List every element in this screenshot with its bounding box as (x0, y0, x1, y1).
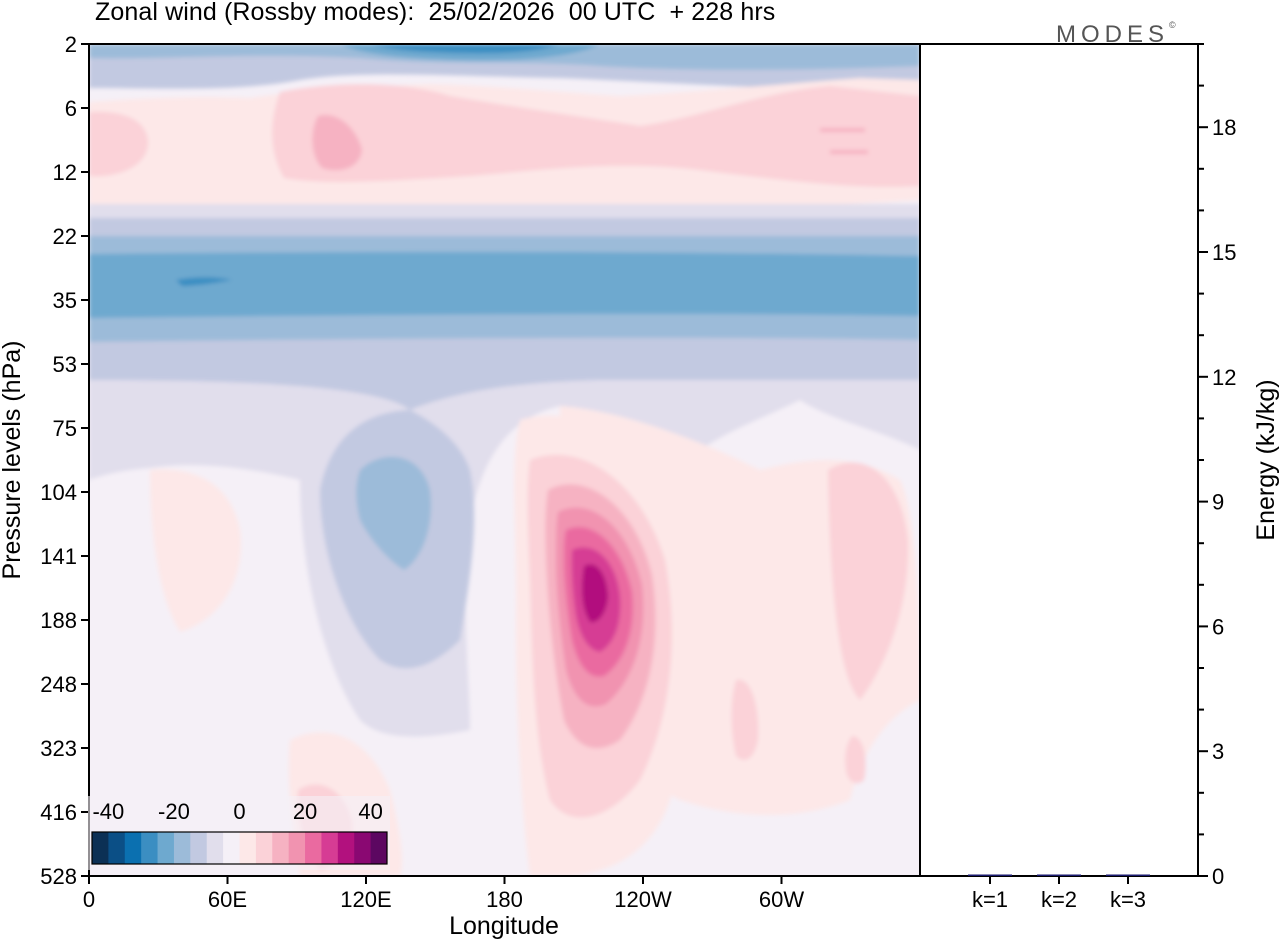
energy-bar (1106, 874, 1150, 876)
contour-upper-pink-4 (312, 114, 362, 171)
energy-tick-label: 6 (1212, 614, 1224, 639)
energy-tick-label: 12 (1212, 365, 1236, 390)
colorbar-tick-label: 0 (233, 799, 245, 824)
pressure-tick-label: 323 (40, 736, 77, 761)
pressure-tick-label: 6 (65, 96, 77, 121)
contour-field (89, 44, 920, 876)
category-label: k=2 (1041, 887, 1077, 912)
contour-top-band-4 (370, 44, 560, 54)
energy-tick-label: 0 (1212, 864, 1224, 889)
longitude-tick-label: 60W (759, 887, 804, 912)
energy-bars: k=1 k=2 k=3 (968, 874, 1150, 912)
pressure-tick-label: 528 (40, 864, 77, 889)
energy-axis-label: Energy (kJ/kg) (1252, 379, 1280, 540)
pressure-tick-label: 12 (53, 160, 77, 185)
energy-tick-label: 3 (1212, 739, 1224, 764)
energy-tick-label: 9 (1212, 490, 1224, 515)
pressure-tick-label: 2 (65, 32, 77, 57)
colorbar-swatch (337, 832, 355, 864)
colorbar-legend: -40 -20 0 20 40 (88, 796, 390, 870)
pressure-tick-label: 141 (40, 544, 77, 569)
contour-strat-band-1 (89, 204, 920, 222)
contour-right-pink-3 (731, 679, 759, 760)
colorbar-swatch (141, 832, 159, 864)
longitude-tick-label: 120E (340, 887, 391, 912)
contour-right-pink-4 (845, 736, 866, 784)
pressure-tick-label: 416 (40, 800, 77, 825)
colorbar-swatch (124, 832, 142, 864)
colorbar-tick-label: -40 (92, 799, 124, 824)
contour-strat-core (176, 277, 232, 286)
category-label: k=1 (972, 887, 1008, 912)
colorbar-swatch (173, 832, 191, 864)
colorbar-swatch (321, 832, 339, 864)
colorbar-tick-label: 40 (358, 799, 382, 824)
longitude-axis: 0 60E 120E 180 120W 60W (83, 876, 804, 912)
contour-upper-pink-3 (272, 84, 920, 187)
pressure-tick-label: 104 (40, 480, 77, 505)
colorbar-swatch (206, 832, 224, 864)
contour-upper-pink-2 (89, 111, 149, 177)
contour-right-pink-2 (828, 462, 909, 700)
colorbar-swatch (305, 832, 322, 864)
energy-axis: 0 3 6 9 12 15 18 (1198, 43, 1236, 889)
colorbar-swatch (255, 832, 273, 864)
chart-title: Zonal wind (Rossby modes): 25/02/2026 00… (95, 0, 776, 26)
pressure-axis: 2 6 12 22 35 53 75 104 141 188 248 323 416 528 (40, 32, 89, 889)
longitude-tick-label: 120W (614, 887, 672, 912)
pressure-tick-label: 35 (53, 288, 77, 313)
energy-bar (968, 874, 1012, 876)
colorbar-swatch (108, 832, 126, 864)
pressure-tick-label: 75 (53, 416, 77, 441)
contour-strat-band-4 (89, 252, 920, 318)
colorbar-tick-label: -20 (158, 799, 190, 824)
colorbar-swatch (157, 832, 175, 864)
colorbar-swatch (92, 832, 109, 864)
contour-left-pink (150, 469, 241, 632)
contour-upper-pink-5 (820, 128, 865, 132)
colorbar-swatch (272, 832, 290, 864)
longitude-tick-label: 60E (208, 887, 247, 912)
colorbar-swatch (190, 832, 208, 864)
colorbar-swatch (223, 832, 240, 864)
copyright-mark: © (1169, 20, 1176, 30)
colorbar-swatch (354, 832, 372, 864)
contour-jet-7 (582, 564, 608, 623)
bar-panel-frame (919, 43, 1199, 877)
pressure-tick-label: 22 (53, 224, 77, 249)
pressure-tick-label: 248 (40, 672, 77, 697)
contour-blue-tongue-2 (356, 456, 431, 570)
contour-lavender-region (89, 372, 920, 737)
colorbar-swatch (239, 832, 257, 864)
contour-upper-pink-6 (830, 150, 868, 154)
category-label: k=3 (1110, 887, 1146, 912)
x-axis-label: Longitude (449, 912, 559, 940)
energy-tick-label: 18 (1212, 115, 1236, 140)
longitude-tick-label: 180 (486, 887, 523, 912)
pressure-tick-label: 188 (40, 608, 77, 633)
colorbar-swatch (370, 832, 388, 864)
y-axis-label: Pressure levels (hPa) (0, 341, 26, 580)
pressure-tick-label: 53 (53, 352, 77, 377)
energy-tick-label: 15 (1212, 240, 1236, 265)
colorbar-tick-label: 20 (293, 799, 317, 824)
longitude-tick-label: 0 (83, 887, 95, 912)
colorbar-outline (91, 831, 388, 865)
energy-bar (1037, 874, 1081, 876)
colorbar-swatch (288, 832, 306, 864)
